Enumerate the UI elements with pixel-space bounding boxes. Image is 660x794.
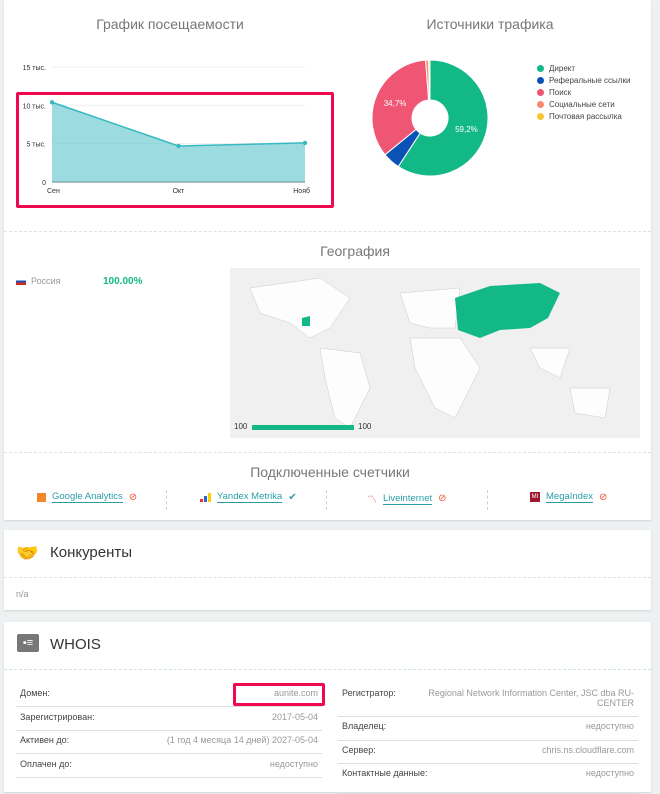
disabled-icon: ⊘ — [599, 491, 608, 503]
whois-value: недоступно — [585, 721, 634, 731]
counter-link[interactable]: Yandex Metrika — [217, 491, 283, 503]
whois-row: Домен: aunite.com — [16, 684, 322, 707]
whois-value: aunite.com — [273, 688, 318, 698]
world-map[interactable]: 100 100 — [230, 268, 640, 438]
whois-row: Оплачен до: недоступно — [16, 755, 322, 778]
whois-value: 2017-05-04 — [271, 711, 318, 722]
disabled-icon: ⊘ — [438, 493, 447, 504]
competitors-title: Конкуренты — [50, 544, 133, 561]
map-shapes — [249, 277, 611, 429]
whois-row: Сервер: chris.ns.cloudflare.com — [338, 741, 638, 764]
whois-value: недоступно — [585, 768, 634, 778]
traffic-chart: 0 5 тыс. 10 тыс. 15 тыс. Сен Окт Нояб — [23, 65, 310, 195]
sources-title: Источники трафика — [426, 16, 554, 32]
pie-slice — [371, 59, 430, 156]
whois-row: Зарегистрирован: 2017-05-04 — [16, 708, 322, 731]
whois-key: Оплачен до: — [20, 758, 72, 769]
disabled-icon: ⊘ — [128, 491, 138, 503]
scale-max: 100 — [358, 422, 372, 431]
counter-yandex-metrika[interactable]: Yandex Metrika ✔ — [200, 491, 297, 503]
counter-link[interactable]: Liveinternet — [383, 492, 433, 505]
x-tick-label: Окт — [173, 188, 186, 195]
whois-key: Владелец: — [342, 721, 387, 731]
whois-key: Регистратор: — [342, 688, 396, 698]
area-fill — [52, 102, 305, 182]
legend-dot-icon — [537, 77, 544, 84]
whois-title: WHOIS — [50, 636, 101, 653]
domain-highlight-box — [233, 683, 325, 706]
whois-row: Владелец: недоступно — [338, 717, 638, 741]
whois-row: Активен до: (1 год 4 месяца 14 дней) 2027… — [16, 731, 322, 754]
whois-key: Контактные данные: — [342, 768, 428, 778]
whois-key: Зарегистрирован: — [20, 711, 95, 722]
counter-google-analytics[interactable]: Google Analytics ⊘ — [37, 491, 137, 503]
legend-label: Директ — [549, 64, 576, 73]
counter-liveinternet[interactable]: 〽 Liveinternet ⊘ — [367, 491, 447, 507]
data-point — [302, 140, 308, 146]
y-tick-label: 0 — [42, 180, 46, 187]
megaindex-icon: MI — [530, 492, 540, 502]
y-tick-label: 10 тыс. — [23, 103, 46, 110]
russia-region — [455, 283, 560, 338]
y-tick-label: 5 тыс. — [26, 142, 46, 149]
x-tick-label: Сен — [47, 188, 60, 195]
traffic-title: График посещаемости — [96, 16, 244, 32]
competitors-card — [4, 530, 651, 610]
legend-label: Реферальные ссылки — [549, 76, 631, 85]
legend-dot-icon — [537, 65, 544, 72]
counter-link[interactable]: MegaIndex — [546, 491, 594, 503]
sources-pie: 59,2% 34,7% — [371, 59, 489, 177]
legend-item[interactable]: Поиск — [537, 88, 571, 97]
whois-key: Активен до: — [20, 735, 70, 745]
counter-link[interactable]: Google Analytics — [52, 491, 123, 503]
scale-min: 100 — [234, 422, 248, 431]
geo-country-row[interactable]: Россия — [16, 276, 61, 286]
x-tick-label: Нояб — [293, 187, 310, 195]
whois-value: (1 год 4 месяца 14 дней) 2027-05-04 — [166, 735, 318, 745]
counter-megaindex[interactable]: MI MegaIndex ⊘ — [530, 491, 607, 503]
google-analytics-icon — [37, 492, 46, 502]
competitors-value: n/a — [16, 589, 29, 599]
legend-dot-icon — [537, 113, 544, 120]
legend-label: Поиск — [549, 88, 572, 97]
whois-row: Регистратор: Regional Network Information… — [338, 684, 638, 717]
legend-item[interactable]: Почтовая рассылка — [537, 112, 622, 121]
legend-dot-icon — [537, 89, 544, 96]
data-point — [176, 143, 181, 149]
pie-slice — [428, 59, 431, 101]
geo-title: География — [320, 243, 390, 259]
whois-value: недоступно — [269, 758, 318, 769]
whois-value: Regional Network Information Center, JSC… — [428, 688, 634, 708]
data-point — [49, 100, 55, 105]
pie-slice — [397, 59, 489, 177]
whois-key: Сервер: — [342, 745, 376, 755]
country-percent: 100.00% — [103, 276, 143, 287]
whois-value: chris.ns.cloudflare.com — [541, 745, 634, 755]
legend-label: Почтовая рассылка — [549, 112, 622, 121]
handshake-icon: 🤝 — [16, 543, 39, 563]
legend-label: Социальные сети — [549, 100, 615, 109]
highlight-box — [16, 92, 334, 208]
legend-item[interactable]: Социальные сети — [537, 100, 615, 109]
whois-key: Домен: — [20, 688, 50, 698]
scale-bar — [252, 425, 354, 430]
country-name: Россия — [31, 276, 61, 286]
counters-title: Подключенные счетчики — [250, 464, 410, 480]
id-card-icon: ▪≡ — [17, 634, 39, 652]
check-icon: ✔ — [288, 491, 297, 503]
legend-item[interactable]: Реферальные ссылки — [537, 76, 630, 85]
pie-data-label: 34,7% — [384, 99, 407, 108]
pie-data-label: 59,2% — [455, 125, 478, 134]
y-tick-label: 15 тыс. — [23, 65, 46, 72]
legend-item[interactable]: Директ — [537, 64, 575, 73]
legend-dot-icon — [537, 101, 544, 108]
yandex-metrika-icon — [200, 492, 211, 502]
russia-flag-icon — [16, 277, 26, 285]
liveinternet-icon: 〽 — [367, 495, 377, 506]
whois-row: Контактные данные: недоступно — [338, 764, 638, 794]
